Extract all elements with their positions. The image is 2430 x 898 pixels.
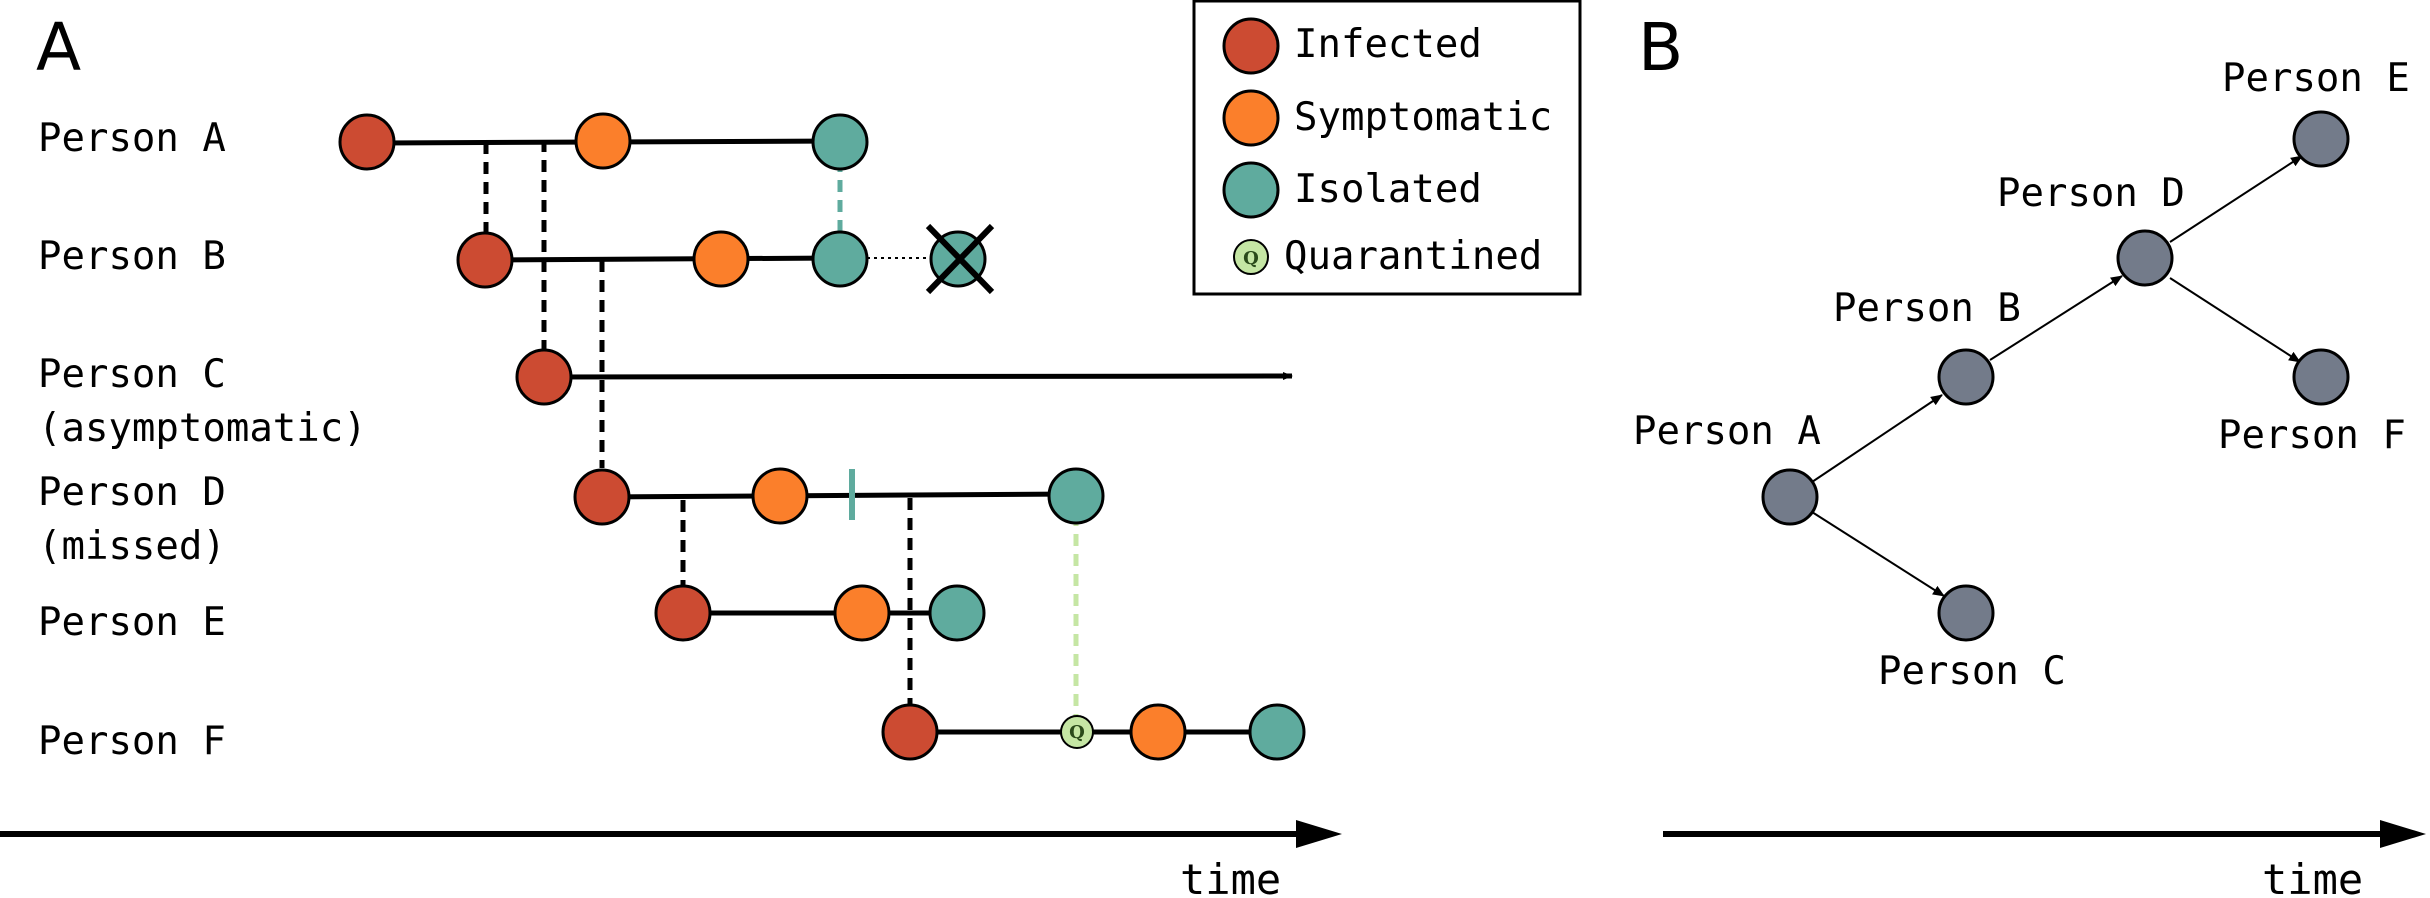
edge-a-c (1811, 511, 1945, 597)
person-b-isolated-dot (811, 230, 869, 288)
person-f-quarantined-badge: Q (1060, 715, 1094, 749)
edge-d-e (2169, 155, 2303, 243)
person-c-label: Person C (38, 352, 226, 397)
person-d-sublabel: (missed) (38, 524, 226, 569)
person-a-isolated-dot (811, 113, 869, 171)
legend-symptomatic-swatch (1222, 89, 1280, 147)
person-b-symptomatic-dot (692, 230, 750, 288)
panel-a: A Person A Person B Person C (asymptomat… (0, 9, 1342, 898)
time-axis-b-arrowhead (2380, 820, 2426, 848)
tree-label-person-d: Person D (1997, 171, 2185, 216)
person-b-label: Person B (38, 234, 226, 279)
person-e-isolated-dot (928, 584, 986, 642)
person-e-infected-dot (654, 584, 712, 642)
person-e-symptomatic-dot (833, 584, 891, 642)
panel-b-letter: B (1638, 9, 1683, 86)
tree-label-person-f: Person F (2218, 413, 2406, 458)
timeline-person-d (601, 491, 1076, 500)
person-f-symptomatic-dot (1129, 703, 1187, 761)
legend-quarantined-label: Quarantined (1284, 234, 1542, 279)
person-d-symptomatic-dot (751, 467, 809, 525)
legend-quarantined-symbol: Q (1243, 248, 1259, 269)
person-d-isolated-dot (1047, 467, 1105, 525)
contact-links (483, 140, 913, 706)
tree-node-person-a (1761, 468, 1819, 526)
timeline-person-c (543, 372, 1293, 381)
person-f-isolated-dot (1248, 703, 1306, 761)
time-axis-b-label: time (2262, 855, 2363, 898)
timelines (366, 138, 1293, 735)
person-f-label: Person F (38, 719, 226, 764)
person-d-infected-dot (573, 468, 631, 526)
legend-infected-swatch (1222, 17, 1280, 75)
tree-label-person-c: Person C (1878, 649, 2066, 694)
person-f-quarantined-symbol: Q (1069, 722, 1085, 743)
person-a-infected-dot (338, 113, 396, 171)
tree-node-person-e (2292, 110, 2350, 168)
edge-b-d (1989, 275, 2123, 361)
legend-isolated-label: Isolated (1294, 167, 1482, 212)
legend-infected-label: Infected (1294, 22, 1482, 67)
person-d-label: Person D (38, 470, 226, 515)
panel-b: B Person A Person B Person C Person D Pe… (1633, 9, 2426, 898)
timeline-person-b (484, 255, 841, 263)
prevented-transmission-icon (925, 223, 995, 295)
person-c-infected-dot (515, 348, 573, 406)
tree-label-person-a: Person A (1633, 409, 1821, 454)
edge-d-f (2169, 277, 2301, 363)
person-a-symptomatic-dot (574, 112, 632, 170)
person-f-infected-dot (881, 703, 939, 761)
panel-a-letter: A (36, 9, 81, 86)
tree-node-person-d (2116, 229, 2174, 287)
legend-isolated-swatch (1222, 161, 1280, 219)
legend: Infected Symptomatic Isolated Q Quaranti… (1192, 0, 1582, 296)
tree-node-person-f (2292, 348, 2350, 406)
person-a-label: Person A (38, 116, 226, 161)
edge-a-b (1811, 394, 1943, 483)
tree-label-person-e: Person E (2222, 56, 2410, 101)
legend-quarantined-swatch (1233, 239, 1269, 275)
tree-node-person-b (1937, 348, 1995, 406)
time-axis-a-label: time (1180, 855, 1281, 898)
legend-symptomatic-label: Symptomatic (1294, 95, 1552, 140)
person-c-sublabel: (asymptomatic) (38, 406, 367, 451)
tree-label-person-b: Person B (1833, 286, 2021, 331)
tree-node-person-c (1937, 584, 1995, 642)
person-e-label: Person E (38, 600, 226, 645)
person-b-infected-dot (456, 231, 514, 289)
time-axis-a-arrowhead (1296, 820, 1342, 848)
tree-edges (1811, 155, 2303, 597)
